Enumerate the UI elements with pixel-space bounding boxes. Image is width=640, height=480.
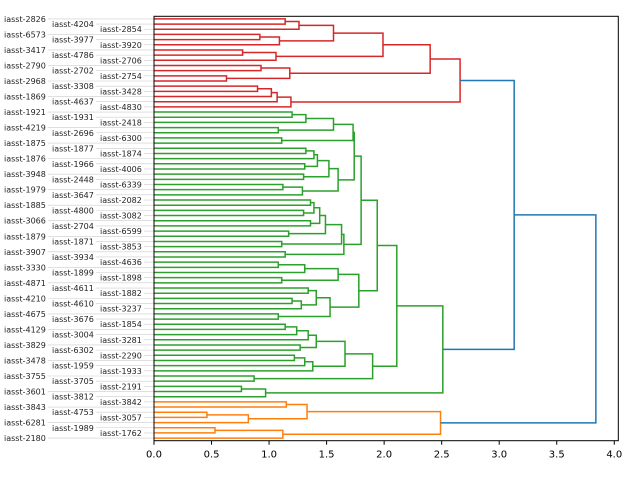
leaf-label: iasst-1933	[100, 367, 142, 376]
leaf-label: iasst-1931	[52, 113, 94, 122]
leaf-label: iasst-2448	[52, 175, 94, 184]
leaf-label: iasst-4675	[4, 310, 46, 319]
leaf-label: iasst-1875	[4, 139, 46, 148]
leaf-label: iasst-2191	[100, 382, 142, 391]
leaf-label: iasst-3812	[52, 393, 94, 402]
leaf-label: iasst-2704	[52, 222, 94, 231]
x-axis: 0.0 0.5 1.0 1.5 2.0 2.5 3.0 3.5 4.0	[146, 440, 622, 461]
leaf-label: iasst-4210	[4, 294, 46, 303]
leaf-label: iasst-2696	[52, 129, 94, 138]
leaf-label: iasst-1874	[100, 149, 142, 158]
leaf-label: iasst-4800	[52, 206, 94, 215]
leaf-label: iasst-2702	[52, 67, 94, 76]
leaf-label: iasst-1869	[4, 93, 46, 102]
leaf-label: iasst-3066	[4, 217, 46, 226]
leaf-label: iasst-3705	[52, 377, 94, 386]
leaf-label: iasst-1921	[4, 108, 46, 117]
leaf-label: iasst-3330	[4, 263, 46, 272]
leaf-label: iasst-4871	[4, 279, 46, 288]
leaf-label: iasst-3948	[4, 170, 46, 179]
leaf-label: iasst-4786	[52, 51, 94, 60]
leaf-label: iasst-1762	[100, 429, 142, 438]
leaf-label: iasst-1989	[52, 424, 94, 433]
leaf-label: iasst-1898	[100, 274, 142, 283]
leaf-label: iasst-6599	[100, 227, 142, 236]
leaf-label: iasst-1899	[52, 268, 94, 277]
x-tick-label: 2.0	[376, 450, 392, 461]
leaf-label: iasst-6302	[52, 346, 94, 355]
leaf-label: iasst-2854	[100, 25, 142, 34]
axes-frame	[153, 15, 619, 442]
leaf-labels: iasst-2826 iasst-4204 iasst-2854 iasst-6573…	[4, 15, 142, 443]
leaf-label: iasst-3920	[100, 41, 142, 50]
leaf-label: iasst-3907	[4, 248, 46, 257]
leaf-label: iasst-1966	[52, 160, 94, 169]
leaf-label: iasst-4611	[52, 284, 94, 293]
leaf-label: iasst-1876	[4, 155, 46, 164]
leaf-label: iasst-3647	[52, 191, 94, 200]
leaf-label: iasst-3308	[52, 82, 94, 91]
leaf-label: iasst-3829	[4, 341, 46, 350]
leaf-label: iasst-4204	[52, 20, 94, 29]
leaf-label: iasst-1877	[52, 144, 94, 153]
leaf-label: iasst-1885	[4, 201, 46, 210]
leaf-label: iasst-3977	[52, 36, 94, 45]
leaf-label: iasst-4830	[100, 103, 142, 112]
leaf-label: iasst-3082	[100, 212, 142, 221]
leaf-label: iasst-2968	[4, 77, 46, 86]
leaf-label: iasst-1854	[100, 320, 142, 329]
leaf-label: iasst-4129	[4, 325, 46, 334]
leaf-leader-lines	[47, 18, 154, 439]
leaf-label: iasst-2754	[100, 72, 142, 81]
leaf-label: iasst-3601	[4, 388, 46, 397]
leaf-label: iasst-3004	[52, 331, 94, 340]
x-tick-label: 3.5	[549, 450, 565, 461]
leaf-label: iasst-3237	[100, 305, 142, 314]
leaf-label: iasst-4637	[52, 98, 94, 107]
leaf-label: iasst-4006	[100, 165, 142, 174]
leaf-label: iasst-1959	[52, 362, 94, 371]
leaf-label: iasst-3934	[52, 253, 94, 262]
leaf-label: iasst-4610	[52, 300, 94, 309]
leaf-label: iasst-2180	[4, 434, 46, 443]
x-tick-label: 0.0	[146, 450, 162, 461]
leaf-label: iasst-1979	[4, 186, 46, 195]
leaf-label: iasst-2706	[100, 56, 142, 65]
dendrogram-links	[154, 18, 597, 439]
leaf-label: iasst-3755	[4, 372, 46, 381]
leaf-label: iasst-3478	[4, 356, 46, 365]
leaf-label: iasst-3842	[100, 398, 142, 407]
dendrogram-link	[440, 214, 597, 424]
leaf-label: iasst-4636	[100, 258, 142, 267]
x-tick-label: 2.5	[434, 450, 450, 461]
leaf-label: iasst-6573	[4, 30, 46, 39]
leaf-label: iasst-3057	[100, 413, 142, 422]
leaf-label: iasst-1871	[52, 237, 94, 246]
leaf-label: iasst-2418	[100, 118, 142, 127]
leaf-label: iasst-2826	[4, 15, 46, 24]
leaf-label: iasst-1882	[100, 289, 142, 298]
leaf-label: iasst-2790	[4, 61, 46, 70]
leaf-label: iasst-6300	[100, 134, 142, 143]
leaf-label: iasst-4753	[52, 408, 94, 417]
leaf-label: iasst-2082	[100, 196, 142, 205]
x-tick-label: 1.0	[261, 450, 277, 461]
leaf-label: iasst-4219	[4, 124, 46, 133]
x-tick-label: 0.5	[204, 450, 220, 461]
x-tick-label: 3.0	[491, 450, 507, 461]
leaf-label: iasst-3417	[4, 46, 46, 55]
x-tick-label: 1.5	[319, 450, 335, 461]
leaf-label: iasst-6281	[4, 419, 46, 428]
leaf-label: iasst-2290	[100, 351, 142, 360]
leaf-label: iasst-3853	[100, 243, 142, 252]
leaf-label: iasst-3428	[100, 87, 142, 96]
x-tick-label: 4.0	[606, 450, 622, 461]
leaf-label: iasst-6339	[100, 181, 142, 190]
leaf-label: iasst-1879	[4, 232, 46, 241]
leaf-label: iasst-3281	[100, 336, 142, 345]
leaf-label: iasst-3843	[4, 403, 46, 412]
leaf-label: iasst-3676	[52, 315, 94, 324]
